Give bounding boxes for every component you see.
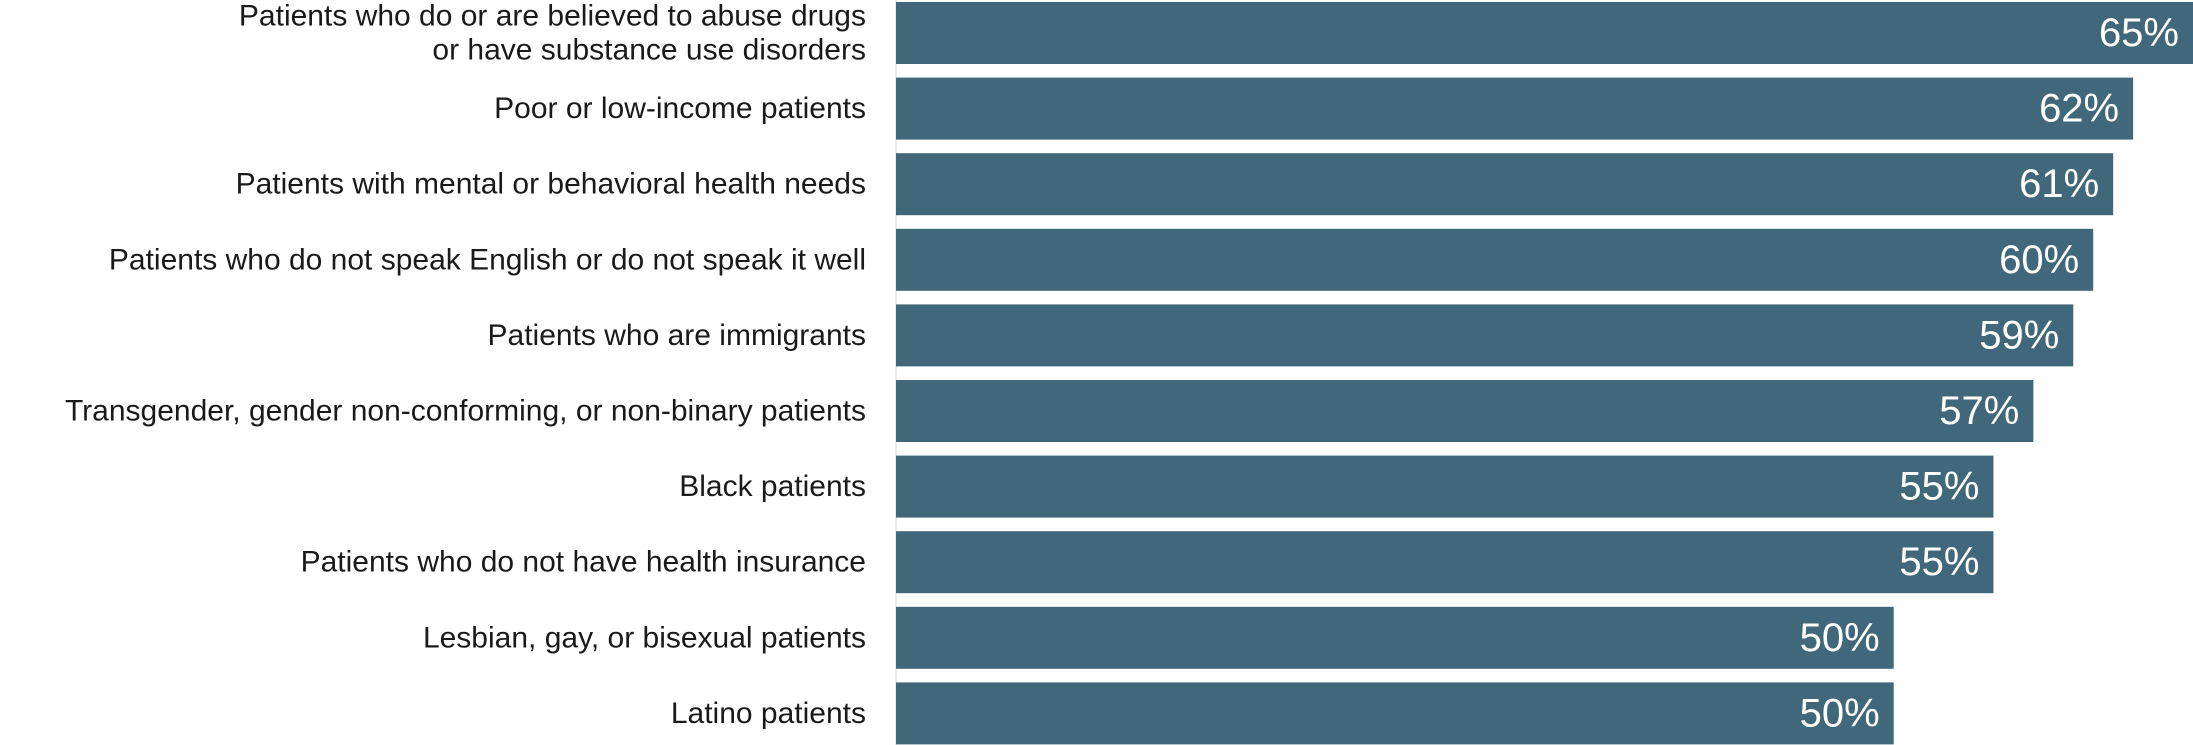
category-label-6: Black patients — [679, 470, 866, 503]
value-label-group: 65% 62% 61% 60% 59% 57% 55% 55% 50% 50% — [1800, 11, 2179, 735]
category-label-0-line-0: Patients who do or are believed to abuse… — [239, 0, 866, 33]
bar-2 — [896, 153, 2114, 216]
value-label-0: 65% — [2099, 11, 2179, 55]
category-label-0-line-1: or have substance use disorders — [432, 34, 866, 67]
value-label-6: 55% — [1899, 465, 1979, 509]
bar-3 — [896, 228, 2094, 291]
bar-1 — [896, 77, 2134, 140]
value-label-1: 62% — [2039, 87, 2119, 131]
category-label-4: Patients who are immigrants — [488, 319, 867, 352]
bar-9 — [896, 682, 1894, 745]
category-label-2: Patients with mental or behavioral healt… — [236, 168, 866, 201]
value-label-9: 50% — [1800, 691, 1880, 735]
bar-7 — [896, 531, 1994, 594]
category-label-8: Lesbian, gay, or bisexual patients — [423, 621, 866, 654]
value-label-4: 59% — [1979, 313, 2059, 357]
bar-8 — [896, 606, 1894, 669]
bar-6 — [896, 455, 1994, 518]
category-label-9: Latino patients — [671, 697, 866, 730]
category-label-3: Patients who do not speak English or do … — [109, 243, 866, 276]
category-label-5: Transgender, gender non-conforming, or n… — [65, 395, 866, 428]
value-label-8: 50% — [1800, 616, 1880, 660]
value-label-2: 61% — [2019, 162, 2099, 206]
value-label-3: 60% — [1999, 238, 2079, 282]
bar-0 — [896, 2, 2193, 64]
value-label-7: 55% — [1899, 540, 1979, 584]
bar-4 — [896, 304, 2074, 367]
category-label-7: Patients who do not have health insuranc… — [301, 546, 866, 579]
bar-5 — [896, 380, 2034, 442]
category-label-group: Patients who do or are believed to abuse… — [65, 0, 866, 730]
category-label-1: Poor or low-income patients — [494, 92, 866, 125]
value-label-5: 57% — [1939, 389, 2019, 433]
bar-group — [896, 2, 2193, 745]
